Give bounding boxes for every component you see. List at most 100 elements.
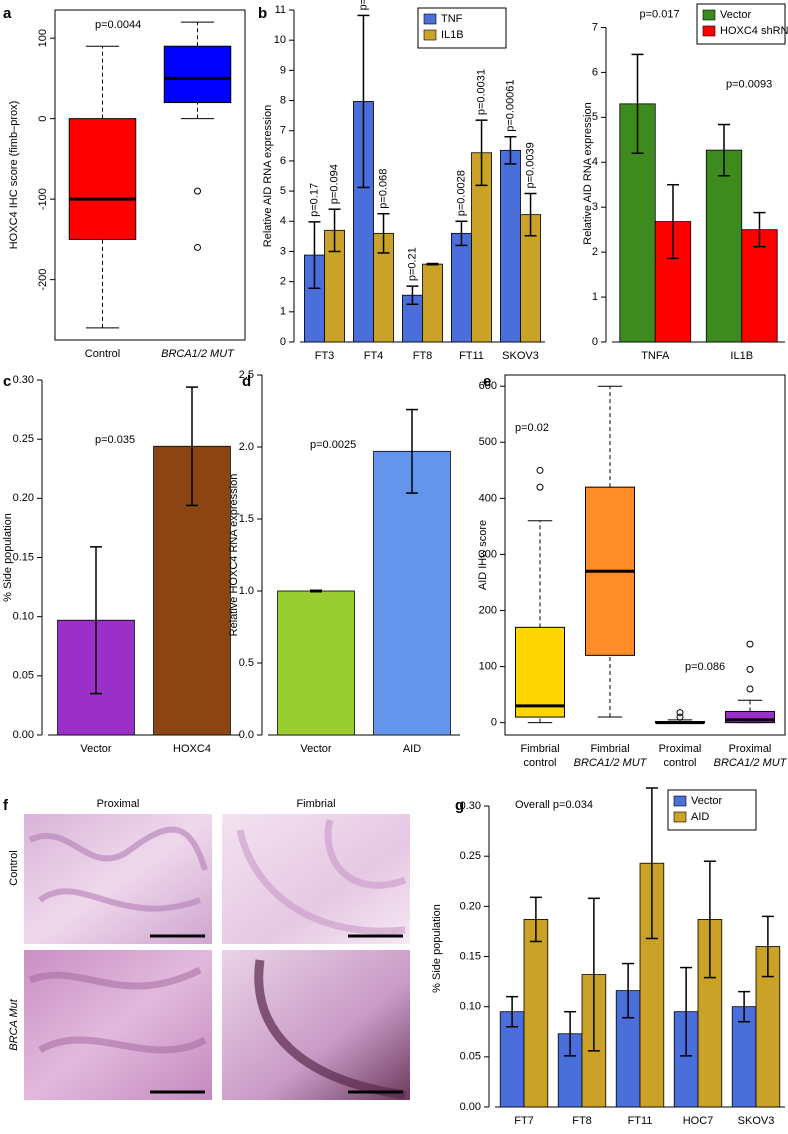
- y-tick-label: 3: [280, 245, 286, 257]
- y-tick-label: 0.15: [460, 950, 481, 962]
- panel-label: c: [3, 373, 11, 390]
- y-tick-label: 0.25: [460, 850, 481, 862]
- annotation: p=0.0044: [95, 19, 141, 31]
- y-axis-title: Relative AID RNA expression: [582, 102, 594, 244]
- bar: [153, 445, 231, 736]
- y-tick-label: 0.5: [239, 657, 254, 669]
- y-tick-label: 7: [280, 125, 286, 137]
- legend-swatch: [673, 795, 687, 807]
- outlier: [746, 685, 754, 693]
- micrograph: [222, 814, 410, 944]
- y-axis-title: HOXC4 IHC score (fimb–prox): [8, 101, 20, 250]
- y-axis-title: % Side population: [2, 513, 14, 602]
- box: [163, 45, 232, 104]
- p-value-label: p=0.21: [406, 247, 418, 281]
- y-tick-label: 0.00: [13, 729, 34, 741]
- x-tick-label: Fimbrial: [590, 743, 629, 755]
- tissue-texture: [28, 826, 208, 912]
- x-tick-label: FT3: [315, 350, 335, 362]
- tissue-texture: [236, 819, 407, 935]
- legend-swatch: [702, 9, 716, 21]
- bar: [523, 919, 549, 1108]
- y-tick-label: 1.5: [239, 513, 254, 525]
- plot-frame: [504, 374, 786, 736]
- box: [515, 626, 565, 718]
- y-axis-title: AID IHC score: [477, 520, 489, 590]
- y-axis-title: Relative AID RNA expression: [262, 105, 274, 247]
- panel-label: f: [3, 797, 9, 814]
- y-tick-label: 1.0: [239, 585, 254, 597]
- x-tick-label: IL1B: [730, 350, 753, 362]
- y-tick-label: 500: [479, 436, 497, 448]
- p-value-label: p=0.0028: [455, 170, 467, 216]
- x-tick-label: FT7: [514, 1115, 534, 1127]
- p-value-label: p=0.0093: [726, 78, 772, 90]
- y-tick-label: 0.10: [460, 1001, 481, 1013]
- y-tick-label: 600: [479, 380, 497, 392]
- outlier: [536, 483, 544, 491]
- x-tick-label: control: [523, 757, 556, 769]
- y-tick-label: 0.05: [13, 670, 34, 682]
- x-tick-label: Fimbrial: [520, 743, 559, 755]
- tissue-texture: [28, 966, 207, 1054]
- y-tick-label: 6: [280, 155, 286, 167]
- y-tick-label: 10: [274, 34, 286, 46]
- y-tick-label: 2.0: [239, 441, 254, 453]
- y-tick-label: 2: [280, 276, 286, 288]
- legend-label: Vector: [691, 795, 723, 807]
- y-tick-label: 5: [280, 185, 286, 197]
- outlier: [676, 709, 684, 717]
- outlier: [746, 640, 754, 648]
- annotation: p=0.02: [515, 422, 549, 434]
- legend-label: TNF: [441, 13, 463, 25]
- x-tick-label: HOXC4: [173, 743, 211, 755]
- box: [725, 710, 775, 724]
- x-tick-label: Proximal: [659, 743, 702, 755]
- y-tick-label: 0.00: [460, 1101, 481, 1113]
- x-tick-label: BRCA1/2 MUT: [714, 757, 788, 769]
- p-value-label: p=0.00061: [504, 79, 516, 131]
- image-panel: f Proximal Fimbrial Control BRCA Mut: [3, 797, 410, 1100]
- y-tick-label: 400: [479, 492, 497, 504]
- outlier: [746, 665, 754, 673]
- panel-label: d: [242, 373, 251, 390]
- y-tick-label: 100: [479, 660, 497, 672]
- y-tick-label: 0.20: [460, 900, 481, 912]
- x-tick-label: BRCA1/2 MUT: [574, 757, 648, 769]
- annotation: p=0.035: [95, 434, 135, 446]
- legend-swatch: [423, 13, 437, 25]
- row-label: BRCA Mut: [8, 998, 20, 1050]
- bar: [373, 450, 451, 736]
- y-tick-label: 6: [592, 66, 598, 78]
- y-tick-label: 1: [280, 306, 286, 318]
- annotation: Overall p=0.034: [515, 799, 593, 811]
- outlier: [194, 243, 201, 251]
- legend-swatch: [423, 29, 437, 41]
- y-tick-label: 8: [280, 94, 286, 106]
- column-label: Proximal: [97, 798, 140, 810]
- outlier: [536, 466, 544, 474]
- y-axis-title: % Side population: [431, 904, 443, 993]
- y-tick-label: 0.30: [13, 374, 34, 386]
- panel-label: e: [483, 373, 491, 390]
- x-tick-label: FT4: [364, 350, 384, 362]
- y-tick-label: 4: [592, 156, 598, 168]
- y-tick-label: -200: [37, 269, 49, 291]
- x-tick-label: BRCA1/2 MUT: [161, 348, 235, 360]
- p-value-label: p=0.0039: [524, 142, 536, 188]
- bar: [500, 149, 521, 343]
- y-tick-label: 300: [479, 548, 497, 560]
- outlier: [194, 187, 201, 195]
- y-tick-label: 0.10: [13, 611, 34, 623]
- y-tick-label: 2.5: [239, 369, 254, 381]
- panel-label: b: [258, 5, 267, 22]
- p-value-label: p=0.017: [640, 8, 680, 20]
- bar: [741, 229, 778, 343]
- x-tick-label: Proximal: [729, 743, 772, 755]
- y-tick-label: -100: [37, 188, 49, 210]
- y-tick-label: 0: [491, 717, 497, 729]
- row-label: Control: [8, 850, 20, 885]
- annotation: p=0.086: [685, 661, 725, 673]
- p-value-label: p=0.094: [328, 164, 340, 204]
